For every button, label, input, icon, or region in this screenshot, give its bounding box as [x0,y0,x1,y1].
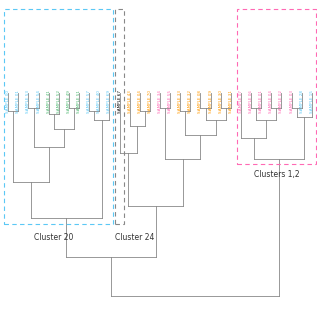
Text: Clusters 1,2: Clusters 1,2 [253,171,299,180]
Text: SAMPLE 33: SAMPLE 33 [178,90,182,113]
Text: SAMPLE 04: SAMPLE 04 [138,90,142,113]
Text: SAMPLE 07: SAMPLE 07 [239,90,243,113]
Text: SAMPLE 09: SAMPLE 09 [209,90,212,113]
Text: SAMPLE 06: SAMPLE 06 [249,90,253,113]
Text: SAMPLE 54: SAMPLE 54 [36,90,41,113]
Text: SAMPLE 43: SAMPLE 43 [128,90,132,113]
Text: SAMPLE 08: SAMPLE 08 [198,90,203,113]
Text: Cluster 24: Cluster 24 [115,233,154,242]
Text: SAMPLE 30: SAMPLE 30 [219,90,223,113]
Text: SAMPLE 00: SAMPLE 00 [6,90,10,113]
Text: SAMPLE 67: SAMPLE 67 [117,90,122,113]
Text: Cluster 20: Cluster 20 [34,233,74,242]
Text: SAMPLE 01: SAMPLE 01 [16,90,20,113]
Text: SAMPLE 31: SAMPLE 31 [229,90,233,113]
Text: SAMPLE 55: SAMPLE 55 [168,90,172,113]
Text: SAMPLE 15: SAMPLE 15 [310,90,314,113]
Text: SAMPLE 40: SAMPLE 40 [97,90,101,113]
Text: SAMPLE 53: SAMPLE 53 [27,90,30,113]
Text: SAMPLE 49: SAMPLE 49 [67,90,71,113]
Text: SAMPLE 41: SAMPLE 41 [47,90,51,113]
Text: SAMPLE 52: SAMPLE 52 [57,90,61,113]
Text: SAMPLE 57: SAMPLE 57 [87,90,91,113]
Text: SAMPLE 51: SAMPLE 51 [77,90,81,113]
Text: SAMPLE 03: SAMPLE 03 [290,90,293,113]
Text: SAMPLE 69: SAMPLE 69 [108,90,111,113]
Text: SAMPLE 32: SAMPLE 32 [188,90,192,113]
Text: SAMPLE 02: SAMPLE 02 [279,90,284,113]
Text: SAMPLE 04: SAMPLE 04 [269,90,273,113]
Text: SAMPLE 28: SAMPLE 28 [300,90,304,113]
Text: SAMPLE 34: SAMPLE 34 [158,90,162,113]
Text: SAMPLE 01: SAMPLE 01 [259,90,263,113]
Text: SAMPLE 70: SAMPLE 70 [148,90,152,113]
